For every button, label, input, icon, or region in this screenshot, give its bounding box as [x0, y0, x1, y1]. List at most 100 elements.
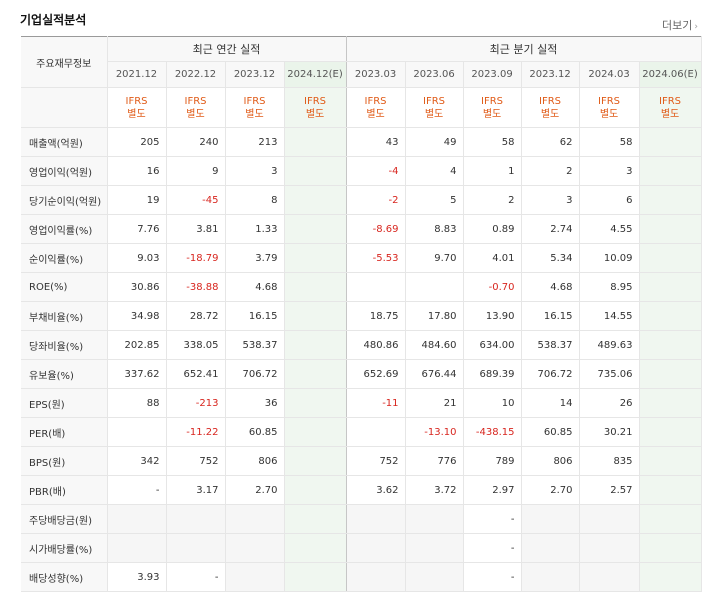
value-cell: 30.86 — [107, 272, 167, 302]
value-cell: 3.72 — [405, 475, 464, 505]
value-cell: 16 — [107, 156, 167, 186]
value-cell: 538.37 — [521, 330, 580, 360]
value-cell: - — [107, 475, 167, 505]
value-cell: -8.69 — [346, 214, 406, 244]
value-cell: 3.93 — [107, 562, 167, 592]
value-cell: 8 — [225, 185, 285, 215]
value-cell: 2 — [521, 156, 580, 186]
value-cell: -11 — [346, 388, 406, 418]
value-cell: - — [463, 533, 522, 563]
value-cell — [166, 533, 226, 563]
value-cell: 1.33 — [225, 214, 285, 244]
standard-type: 별도 — [245, 108, 264, 120]
row-label: ROE(%) — [21, 272, 108, 302]
value-cell: 1 — [463, 156, 522, 186]
value-cell: 7.76 — [107, 214, 167, 244]
value-cell: 4.55 — [579, 214, 640, 244]
value-cell: 0.89 — [463, 214, 522, 244]
row-label: 영업이익(억원) — [21, 156, 108, 186]
value-cell: 3.79 — [225, 243, 285, 273]
value-cell — [284, 417, 347, 447]
value-cell: 60.85 — [521, 417, 580, 447]
value-cell — [166, 504, 226, 534]
value-cell: 3 — [579, 156, 640, 186]
value-cell — [639, 446, 702, 476]
value-cell: 17.80 — [405, 301, 464, 331]
value-cell — [284, 243, 347, 273]
standard-type: 별도 — [424, 108, 444, 120]
value-cell: 26 — [579, 388, 640, 418]
chevron-right-icon: › — [694, 22, 698, 32]
value-cell — [225, 533, 285, 563]
value-cell: 706.72 — [225, 359, 285, 389]
value-cell: 10 — [463, 388, 522, 418]
value-cell: -0.70 — [463, 272, 522, 302]
standard-cell: IFRS 별도 — [107, 87, 167, 128]
value-cell: 13.90 — [463, 301, 522, 331]
row-label: 시가배당률(%) — [21, 533, 108, 563]
table-row: 시가배당률(%) - — [21, 533, 702, 563]
value-cell: 652.41 — [166, 359, 226, 389]
table-row: 배당성향(%) 3.93- - — [21, 562, 702, 592]
standard-cell: IFRS 별도 — [284, 87, 347, 128]
value-cell — [284, 214, 347, 244]
value-cell — [521, 533, 580, 563]
row-label: 당기순이익(억원) — [21, 185, 108, 215]
table-row: 당기순이익(억원) 19 -45 8 -2 5 2 3 6 — [21, 185, 702, 215]
table-row: 유보율(%) 337.62 652.41 706.72 652.69 676.44 689.… — [21, 359, 702, 389]
row-label: 당좌비율(%) — [21, 330, 108, 360]
value-cell: -4 — [346, 156, 406, 186]
value-cell — [284, 475, 347, 505]
period-header: 2021.12 — [107, 61, 167, 88]
value-cell: 14 — [521, 388, 580, 418]
value-cell — [639, 156, 702, 186]
standard-type: 별도 — [186, 108, 205, 120]
row-label: 매출액(억원) — [21, 127, 108, 157]
standard-type: 별도 — [540, 108, 560, 120]
table-row: 영업이익(억원) 16 9 3 -4 4 1 2 3 — [21, 156, 702, 186]
quarter-group-header: 최근 분기 실적 — [346, 36, 702, 62]
value-cell — [639, 475, 702, 505]
value-cell: 28.72 — [166, 301, 226, 331]
value-cell: 6 — [579, 185, 640, 215]
row-label: 배당성향(%) — [21, 562, 108, 592]
standard-label: IFRS — [423, 95, 446, 107]
value-cell: 9 — [166, 156, 226, 186]
value-cell: 3.17 — [166, 475, 226, 505]
value-cell: 3 — [521, 185, 580, 215]
value-cell: -18.79 — [166, 243, 226, 273]
standard-label: IFRS — [598, 95, 621, 107]
value-cell: 36 — [225, 388, 285, 418]
value-cell: 2.97 — [463, 475, 522, 505]
row-label: 순이익률(%) — [21, 243, 108, 273]
value-cell — [284, 127, 347, 157]
value-cell: 789 — [463, 446, 522, 476]
value-cell: 342 — [107, 446, 167, 476]
more-link[interactable]: 더보기 › — [662, 17, 698, 33]
period-header: 2023.06 — [405, 61, 464, 88]
value-cell: -5.53 — [346, 243, 406, 273]
value-cell: 5 — [405, 185, 464, 215]
period-header: 2023.12 — [225, 61, 285, 88]
value-cell: 2.57 — [579, 475, 640, 505]
more-label[interactable]: 더보기 — [662, 19, 693, 32]
value-cell: 480.86 — [346, 330, 406, 360]
table-row: 부채비율(%) 34.98 28.72 16.15 18.75 17.80 13.90 16.… — [21, 301, 702, 331]
value-cell: 58 — [579, 127, 640, 157]
value-cell: 19 — [107, 185, 167, 215]
standard-label: IFRS — [659, 95, 682, 107]
value-cell: 3.81 — [166, 214, 226, 244]
value-cell: 18.75 — [346, 301, 406, 331]
row-label: EPS(원) — [21, 388, 108, 418]
value-cell — [639, 272, 702, 302]
value-cell — [639, 214, 702, 244]
value-cell: -11.22 — [166, 417, 226, 447]
table-row: BPS(원) 342 752 806 752 776 789 806 835 — [21, 446, 702, 476]
row-label: BPS(원) — [21, 446, 108, 476]
value-cell — [579, 562, 640, 592]
value-cell — [521, 504, 580, 534]
value-cell: 9.03 — [107, 243, 167, 273]
table-row: 주당배당금(원) - — [21, 504, 702, 534]
value-cell: 2.70 — [225, 475, 285, 505]
value-cell: 16.15 — [225, 301, 285, 331]
